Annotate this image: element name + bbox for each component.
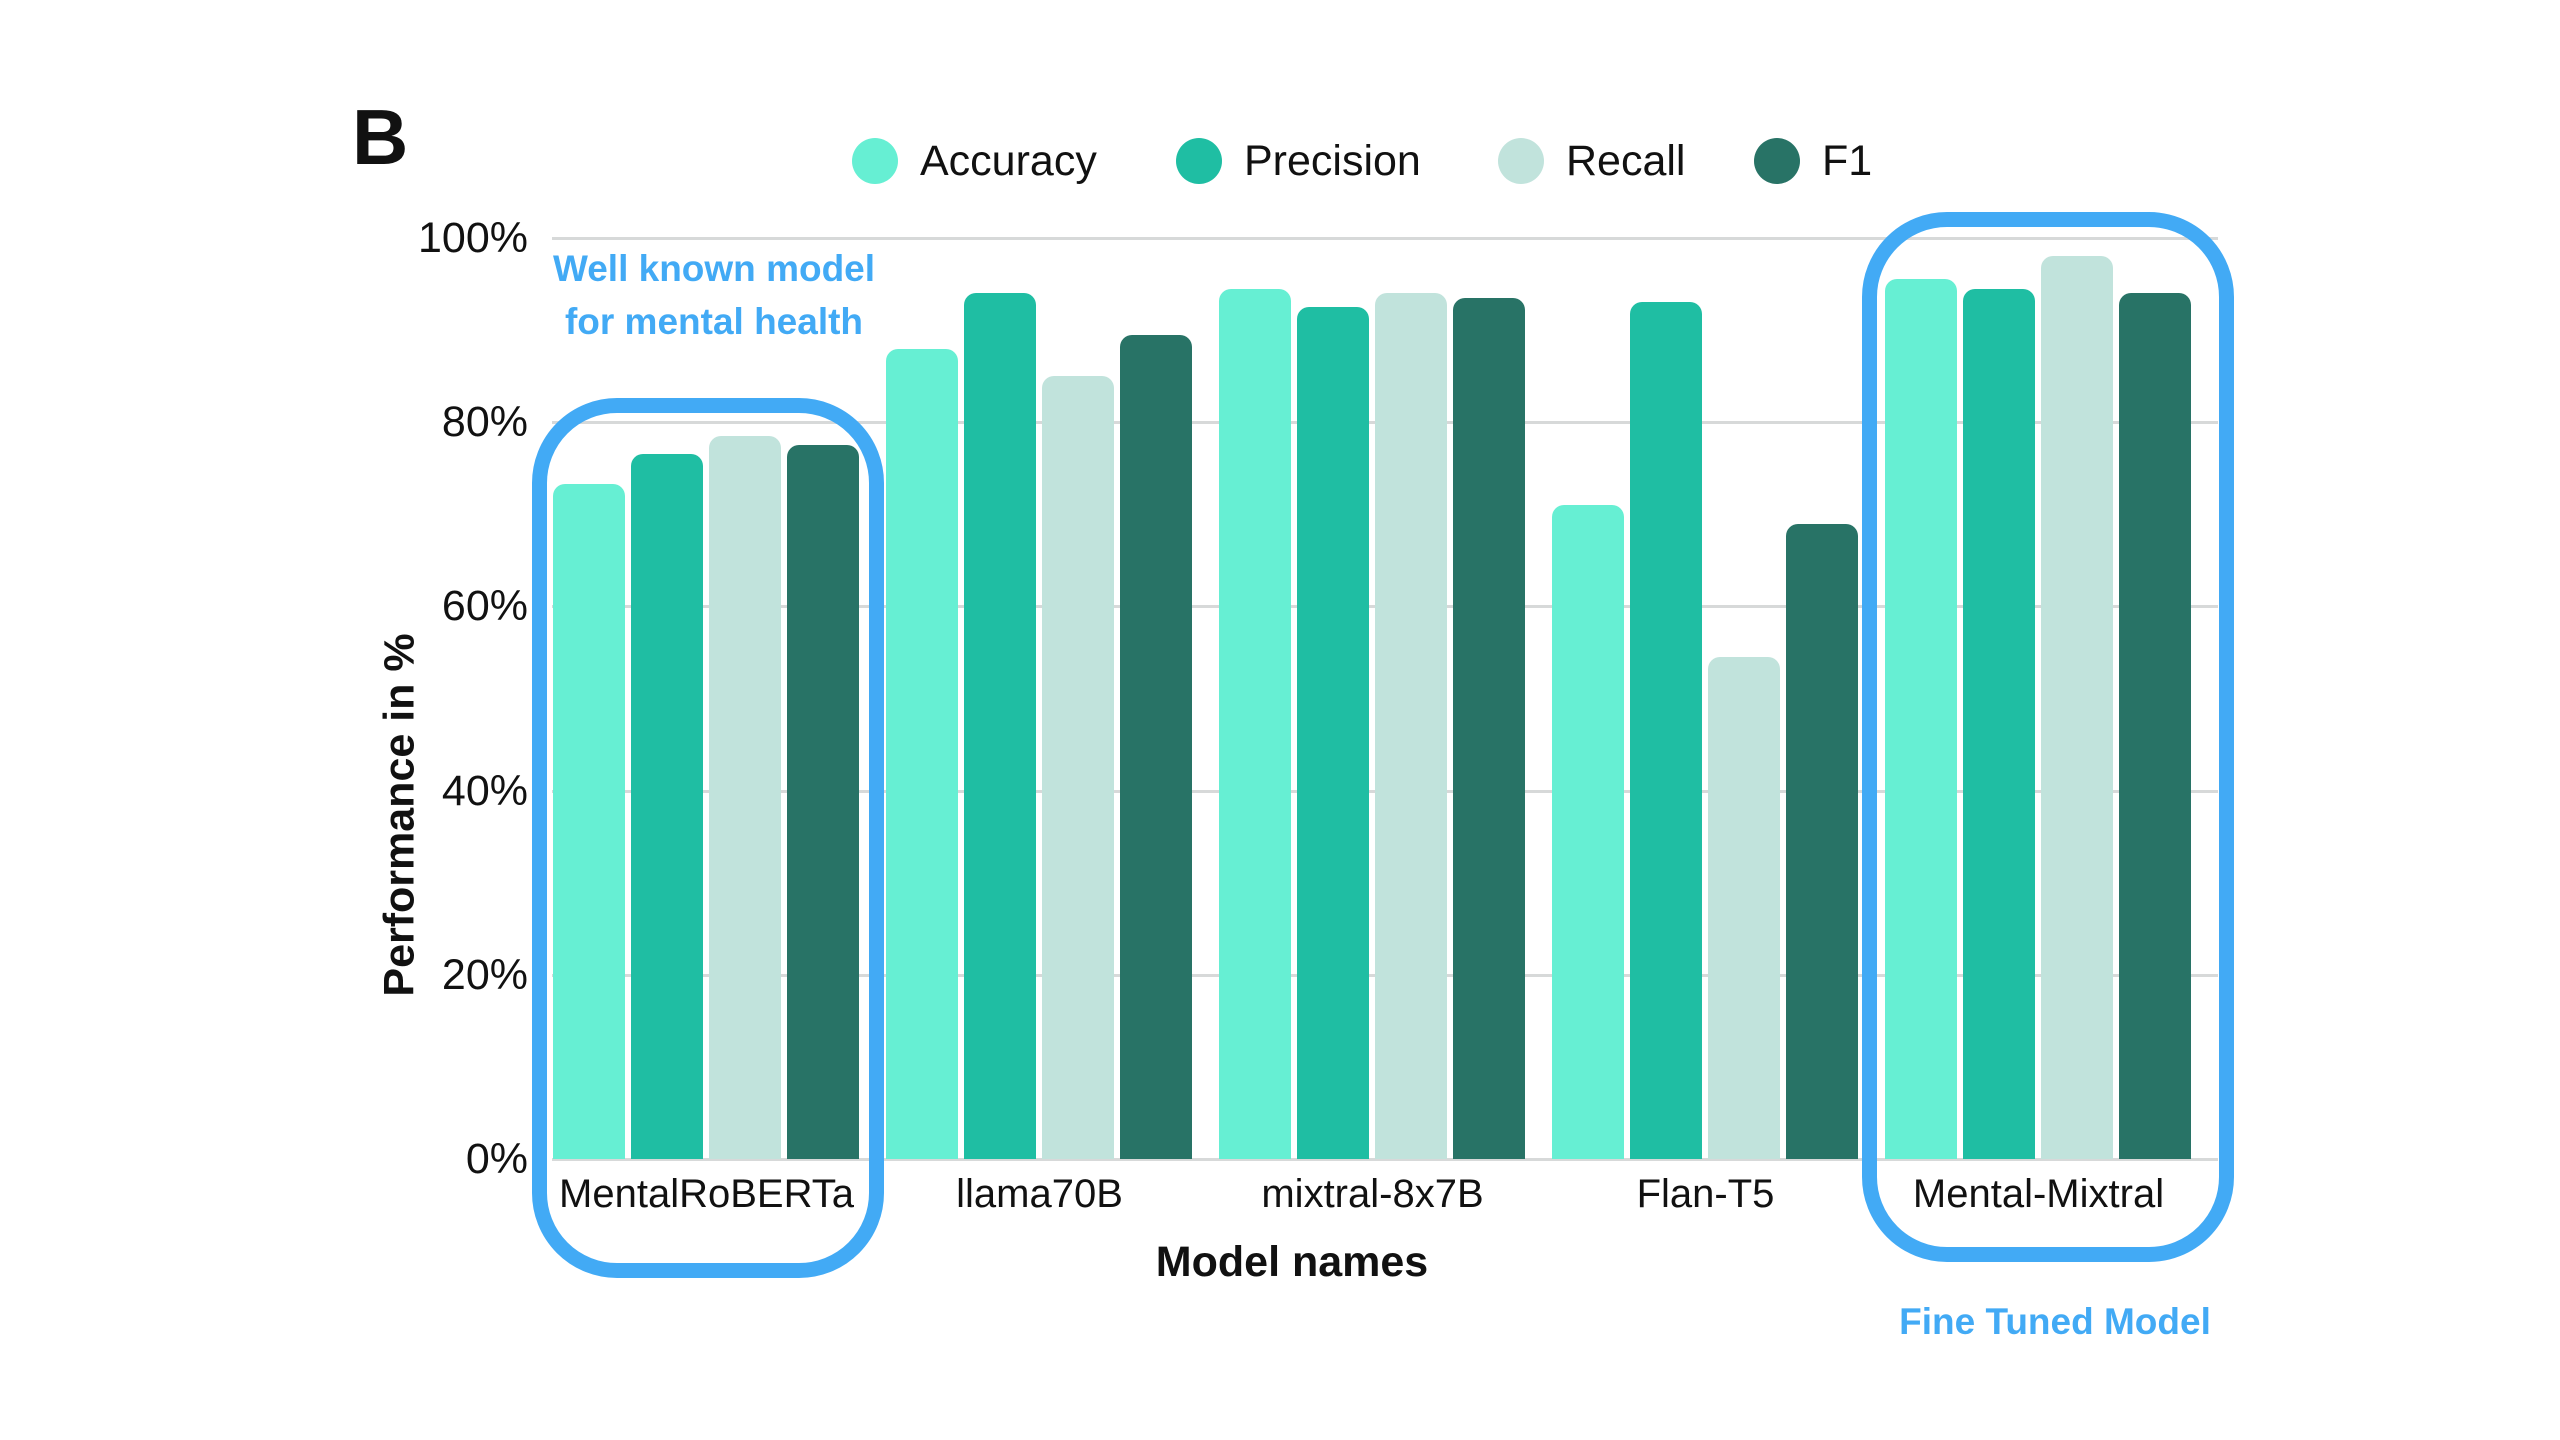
bar-precision-mentalroberta: [631, 454, 703, 1159]
bar-recall-mentalroberta: [709, 436, 781, 1159]
gridline-100: [552, 237, 2218, 240]
legend-label-precision: Precision: [1244, 137, 1421, 185]
annotation-well-known-line2: for mental health: [564, 301, 864, 342]
legend-label-recall: Recall: [1566, 137, 1686, 185]
y-tick-40: 40%: [441, 766, 528, 815]
legend-swatch-accuracy-icon: [852, 138, 898, 184]
x-label-mental-mixtral: Mental-Mixtral: [1912, 1172, 2165, 1216]
bar-f1-mental-mixtral: [2119, 293, 2191, 1159]
bar-f1-flan-t5: [1786, 523, 1858, 1159]
bar-f1-mixtral-8x7b: [1453, 297, 1525, 1159]
y-tick-60: 60%: [441, 582, 528, 631]
bar-precision-llama70b: [964, 293, 1036, 1159]
bar-precision-flan-t5: [1630, 302, 1702, 1159]
highlight-box-mentalroberta: [532, 398, 884, 1278]
bar-recall-mixtral-8x7b: [1375, 293, 1447, 1159]
legend-item-accuracy: Accuracy: [852, 137, 1097, 185]
bar-precision-mental-mixtral: [1963, 288, 2035, 1159]
annotation-fine-tuned-model: Fine Tuned Model: [1899, 1301, 2211, 1342]
y-axis-title: Performance in %: [375, 633, 424, 997]
legend-swatch-precision-icon: [1176, 138, 1222, 184]
annotation-well-known-model: Well known model for mental health: [540, 242, 888, 348]
bar-accuracy-mental-mixtral: [1885, 279, 1957, 1159]
bar-precision-mixtral-8x7b: [1297, 307, 1369, 1159]
y-tick-100: 100%: [418, 214, 528, 262]
bar-accuracy-llama70b: [886, 348, 958, 1159]
x-label-flan-t5: Flan-T5: [1636, 1172, 1775, 1216]
bar-f1-llama70b: [1120, 334, 1192, 1159]
legend-item-recall: Recall: [1498, 137, 1686, 185]
legend-swatch-recall-icon: [1498, 138, 1544, 184]
bar-recall-llama70b: [1042, 376, 1114, 1159]
x-label-mixtral-8x7b: mixtral-8x7B: [1261, 1172, 1484, 1216]
annotation-well-known-line1: Well known model: [552, 248, 876, 289]
legend-label-f1: F1: [1822, 137, 1873, 185]
legend-swatch-f1-icon: [1754, 138, 1800, 184]
bar-accuracy-mixtral-8x7b: [1219, 288, 1291, 1159]
highlight-box-mental-mixtral: [1862, 212, 2234, 1262]
x-label-llama70b: llama70B: [956, 1172, 1123, 1216]
panel-label: B: [352, 93, 410, 181]
legend: Accuracy Precision Recall F1: [0, 137, 2560, 185]
bar-recall-mental-mixtral: [2041, 256, 2113, 1159]
bar-recall-flan-t5: [1708, 657, 1780, 1159]
legend-item-f1: F1: [1754, 137, 1872, 185]
bar-f1-mentalroberta: [787, 445, 859, 1159]
y-tick-80: 80%: [441, 398, 528, 447]
x-axis-title: Model names: [1155, 1238, 1429, 1286]
y-tick-20: 20%: [441, 950, 528, 999]
legend-item-precision: Precision: [1176, 137, 1421, 185]
legend-label-accuracy: Accuracy: [920, 137, 1097, 185]
y-tick-0: 0%: [465, 1135, 528, 1183]
bar-accuracy-mentalroberta: [553, 483, 625, 1159]
gridline-0: [552, 1158, 2218, 1161]
bar-accuracy-flan-t5: [1552, 505, 1624, 1159]
